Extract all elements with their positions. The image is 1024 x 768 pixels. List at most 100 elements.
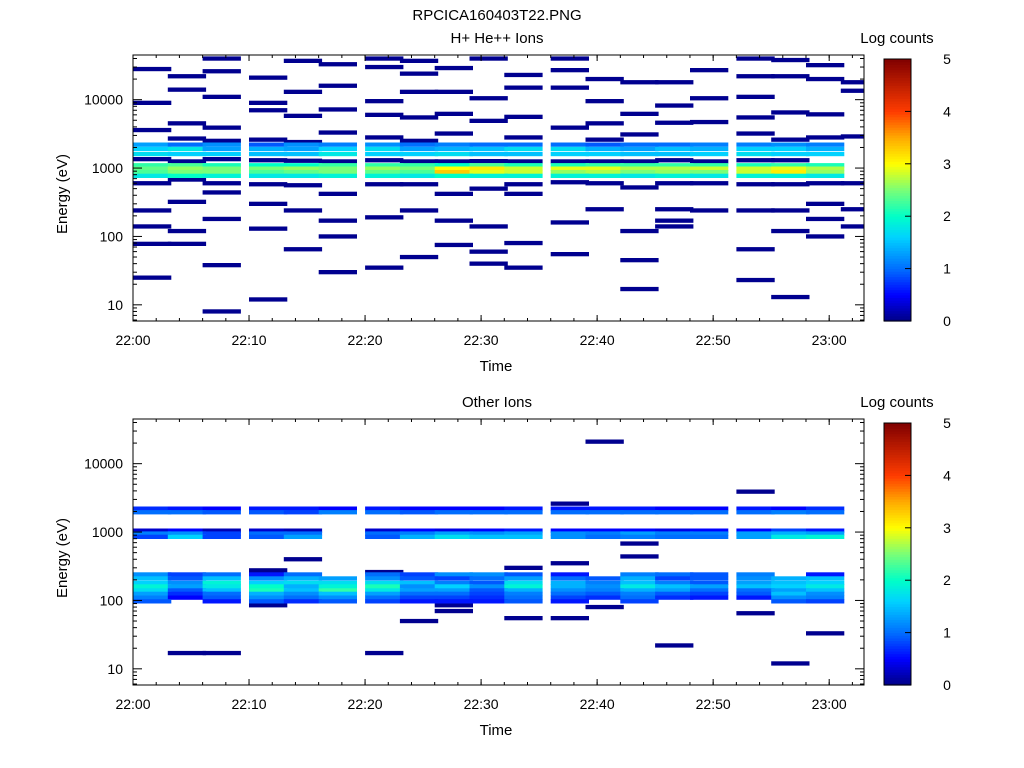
heatmap-cell [365,265,404,270]
colorbar-segment [884,284,911,288]
heatmap-cell [399,159,439,164]
heatmap-cell [167,74,207,79]
heatmap-cell [806,631,845,636]
heatmap-cell [690,142,729,147]
colorbar-segment [884,459,911,463]
colorbar-segment [884,98,911,102]
heatmap-cell [620,534,659,539]
heatmap-cell [318,584,357,589]
colorbar-segment [884,132,911,136]
colorbar-segment [884,561,911,566]
y-tick-label: 10 [107,297,123,313]
heatmap-cell [167,576,207,581]
heatmap-cell [202,94,241,99]
heatmap-cell [585,576,624,581]
colorbar-segment [884,674,911,678]
heatmap-cell [550,561,589,566]
heatmap-cell [585,439,624,444]
heatmap-cell [434,89,473,94]
heatmap-cell [133,157,172,162]
heatmap-cell [620,163,659,168]
colorbar-segment [884,237,911,241]
colorbar-segment [884,601,911,605]
heatmap-cell [771,151,810,157]
heatmap-cell [399,142,439,147]
heatmap-cell [399,595,439,600]
heatmap-cell [771,163,810,168]
colorbar-tick-label: 5 [943,415,951,431]
colorbar-segment [884,666,911,670]
heatmap-cell [283,595,323,600]
heatmap-cell [249,534,288,539]
heatmap-cell [690,528,729,533]
heatmap-cell [202,576,241,581]
heatmap-cell [655,181,694,186]
colorbar-segment [884,664,911,668]
colorbar-segment [884,140,911,144]
heatmap-cell [133,572,172,577]
heatmap-cell [133,163,172,168]
colorbar-segment [884,535,911,539]
heatmap-cell [167,163,207,168]
heatmap-cell [399,506,439,511]
heatmap-cell [202,69,241,74]
heatmap-cell [434,576,473,581]
heatmap-cell [318,170,357,175]
heatmap-cell [771,173,810,178]
heatmap-cell [585,510,624,515]
heatmap-cell [399,166,439,171]
heatmap-cell [550,85,589,90]
colorbar-segment [884,226,911,230]
colorbar-segment [884,116,911,120]
colorbar-segment [884,221,911,225]
heatmap-cell [469,166,508,171]
heatmap-cell [167,584,207,589]
heatmap-cell [690,166,729,171]
heatmap-cell [550,591,589,596]
heatmap-cell [771,510,810,515]
heatmap-cell [434,65,473,71]
heatmap-cell [249,528,288,533]
colorbar-segment [884,514,911,518]
heatmap-cell [620,170,659,175]
colorbar-tick-label: 1 [943,261,951,277]
heatmap-cell [249,576,288,581]
heatmap-cell [655,534,694,539]
heatmap-cell [469,146,508,152]
colorbar-segment [884,588,911,592]
heatmap-cell [655,506,694,511]
colorbar-segment [884,446,911,450]
heatmap-cell [167,151,207,157]
heatmap-cell [434,572,473,577]
heatmap-cell [655,166,694,171]
heatmap-cell [550,125,589,130]
colorbar-segment [884,611,911,615]
colorbar-segment [884,184,911,188]
heatmap-cell [690,506,729,511]
y-tick-label: 1000 [92,524,123,540]
heatmap-cell [806,506,845,511]
heatmap-cell [771,580,810,586]
heatmap-cell [283,173,323,178]
heatmap-cell [736,94,775,99]
heatmap-cell [469,510,508,515]
colorbar-segment [884,478,911,482]
colorbar-segment [884,443,911,448]
heatmap-plot [133,56,864,314]
heatmap-cell [655,576,694,581]
heatmap-cell [167,177,207,182]
heatmap-cell [399,138,439,143]
heatmap-cell [434,242,473,248]
heatmap-cell [550,572,589,577]
heatmap-cell [585,580,624,586]
colorbar-segment [884,506,911,511]
heatmap-cell [469,170,508,175]
heatmap-cell [771,142,810,147]
heatmap-cell [283,576,323,581]
heatmap-cell [249,75,288,80]
heatmap-cell [202,181,241,186]
colorbar-segment [884,250,911,254]
colorbar-segment [884,483,911,487]
heatmap-cell [434,510,473,515]
heatmap-cell [806,234,845,239]
